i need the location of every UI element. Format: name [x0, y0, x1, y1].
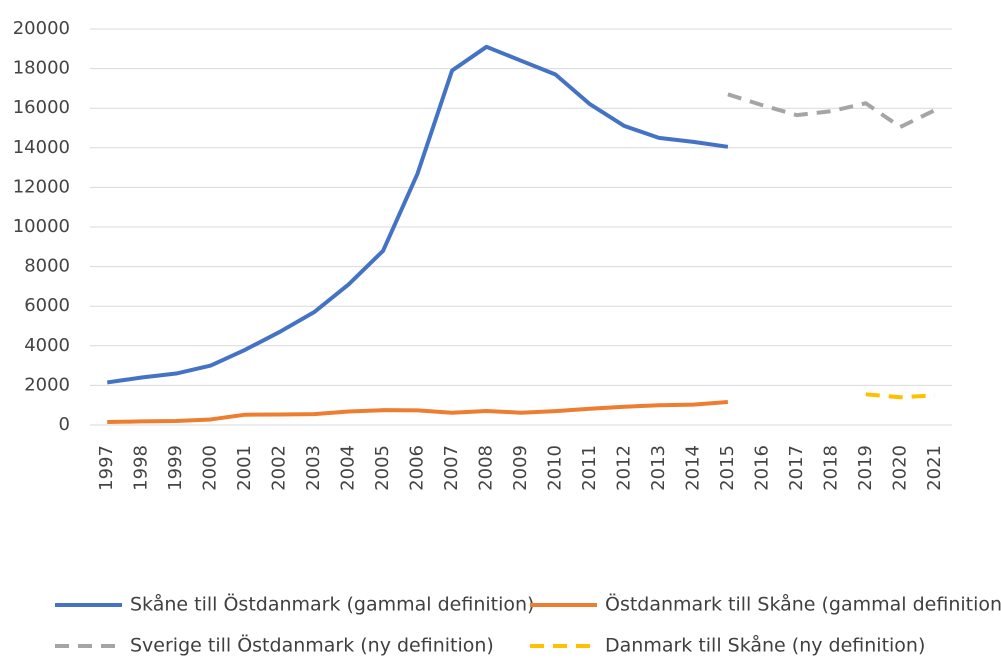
legend-label: Skåne till Östdanmark (gammal definition… — [130, 593, 534, 616]
y-tick-label: 6000 — [24, 295, 70, 316]
x-tick-label: 2019 — [855, 445, 876, 491]
x-tick-label: 2021 — [924, 445, 945, 491]
legend-label: Danmark till Skåne (ny definition) — [605, 634, 925, 657]
x-tick-label: 2018 — [820, 445, 841, 491]
x-tick-label: 2011 — [579, 445, 600, 491]
x-tick-label: 2003 — [303, 445, 324, 491]
x-tick-label: 2004 — [338, 445, 359, 491]
series-line — [727, 92, 936, 130]
series-line — [865, 392, 935, 400]
y-tick-label: 10000 — [13, 216, 70, 237]
y-tick-label: 20000 — [13, 18, 70, 39]
x-tick-label: 2015 — [717, 445, 738, 491]
x-tick-label: 1997 — [96, 445, 117, 491]
x-tick-label: 2000 — [200, 445, 221, 491]
y-tick-label: 2000 — [24, 374, 70, 395]
series-line — [107, 400, 729, 425]
x-tick-label: 2012 — [613, 445, 634, 491]
x-tick-label: 2009 — [510, 445, 531, 491]
legend-label: Östdanmark till Skåne (gammal definition… — [605, 593, 1001, 616]
x-tick-label: 2008 — [476, 445, 497, 491]
x-tick-label: 1998 — [131, 445, 152, 491]
x-tick-label: 2016 — [751, 445, 772, 491]
y-tick-label: 8000 — [24, 256, 70, 277]
x-tick-label: 2002 — [269, 445, 290, 491]
x-tick-label: 2020 — [889, 445, 910, 491]
x-tick-label: 2010 — [544, 445, 565, 491]
x-tick-label: 2014 — [682, 445, 703, 491]
series-line — [106, 44, 729, 385]
x-tick-label: 2005 — [372, 445, 393, 491]
x-tick-label: 2013 — [648, 445, 669, 491]
y-tick-label: 18000 — [13, 58, 70, 79]
x-tick-label: 1999 — [165, 445, 186, 491]
y-tick-label: 0 — [59, 414, 70, 435]
legend-label: Sverige till Östdanmark (ny definition) — [130, 634, 494, 657]
x-tick-label: 2006 — [407, 445, 428, 491]
y-tick-label: 12000 — [13, 176, 70, 197]
x-tick-label: 2017 — [786, 445, 807, 491]
x-tick-label: 2001 — [234, 445, 255, 491]
y-tick-label: 16000 — [13, 97, 70, 118]
x-tick-label: 2007 — [441, 445, 462, 491]
y-tick-label: 14000 — [13, 137, 70, 158]
y-tick-label: 4000 — [24, 335, 70, 356]
